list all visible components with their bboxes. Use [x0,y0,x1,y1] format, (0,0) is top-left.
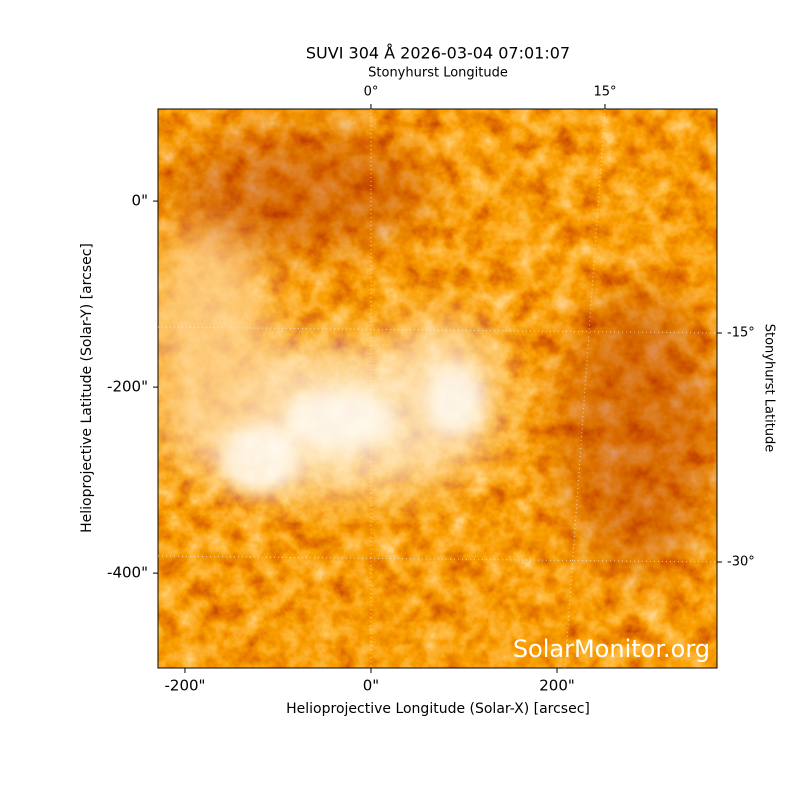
x2-grid-line [564,108,606,669]
x2-tick-label: 0° [364,85,379,100]
y2-tick-label: -15° [727,325,755,340]
y-tick-label: -200" [107,378,148,396]
y2-tick-label: -30° [727,555,755,570]
x-axis-label: Helioprojective Longitude (Solar-X) [arc… [286,701,590,717]
solar-image [158,109,717,668]
x2-axis-label: Stonyhurst Longitude [368,66,508,81]
y-tick-label: 0" [132,192,148,210]
x-tick-label: 0" [363,677,379,695]
chart-title: SUVI 304 Å 2026-03-04 07:01:07 [306,44,570,63]
y-tick-label: -400" [107,564,148,582]
x-tick-label: -200" [164,677,205,695]
x-tick-label: 200" [539,677,575,695]
plot-frame [157,108,718,669]
y2-axis-label: Stonyhurst Latitude [762,324,777,453]
x2-tick-label: 15° [593,85,616,100]
watermark: SolarMonitor.org [513,635,710,663]
y-axis-label: Helioprojective Latitude (Solar-Y) [arcs… [79,243,95,533]
